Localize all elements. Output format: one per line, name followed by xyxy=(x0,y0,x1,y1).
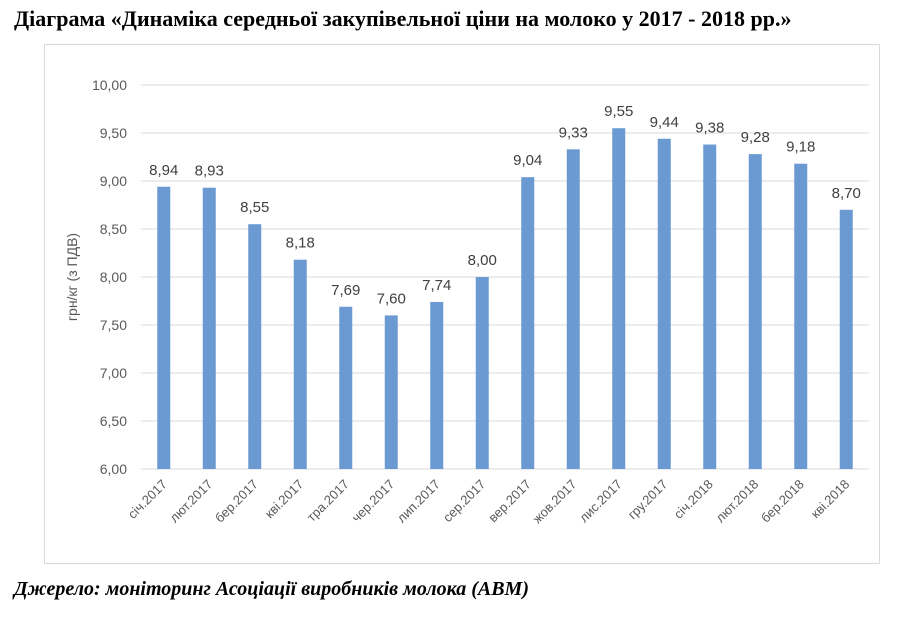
x-tick-label: лис.2017 xyxy=(576,477,625,526)
x-tick-label: січ.2017 xyxy=(125,477,170,522)
x-tick-label: бер.2017 xyxy=(212,477,261,526)
bar xyxy=(657,138,671,469)
y-tick-label: 9,50 xyxy=(100,125,127,141)
bar xyxy=(339,306,353,469)
page-title: Діаграма «Динаміка середньої закупівельн… xyxy=(14,6,792,31)
data-label: 8,00 xyxy=(468,252,497,269)
x-tick-label: лип.2017 xyxy=(394,477,443,526)
y-tick-label: 10,00 xyxy=(92,77,127,93)
y-tick-label: 8,00 xyxy=(100,269,127,285)
bar xyxy=(202,187,216,469)
bar xyxy=(566,149,580,469)
x-tick-label: жов.2017 xyxy=(530,477,580,527)
bar xyxy=(475,277,489,469)
data-label: 9,04 xyxy=(513,152,542,169)
x-tick-label: гру.2017 xyxy=(625,477,671,523)
bar xyxy=(794,163,808,469)
bar xyxy=(748,154,762,469)
x-tick-label: бер.2018 xyxy=(758,477,807,526)
x-tick-label: кві.2018 xyxy=(808,477,853,522)
y-tick-label: 6,50 xyxy=(100,413,127,429)
data-label: 9,33 xyxy=(559,124,588,141)
bar xyxy=(430,301,444,469)
y-tick-label: 7,00 xyxy=(100,365,127,381)
y-tick-label: 6,00 xyxy=(100,461,127,477)
x-tick-label: вер.2017 xyxy=(485,477,534,526)
x-tick-label: лют.2018 xyxy=(713,477,762,526)
y-axis-title: грн/кг (з ПДВ) xyxy=(64,233,80,321)
y-tick-label: 7,50 xyxy=(100,317,127,333)
bar xyxy=(703,144,717,469)
data-label: 7,60 xyxy=(377,290,406,307)
data-label: 8,93 xyxy=(195,163,224,180)
y-tick-label: 8,50 xyxy=(100,221,127,237)
data-label: 9,44 xyxy=(650,114,679,131)
bar xyxy=(521,177,535,469)
data-label: 9,18 xyxy=(786,139,815,156)
data-label: 7,69 xyxy=(331,282,360,299)
data-label: 7,74 xyxy=(422,277,451,294)
chart-frame: 6,00 6,50 7,00 7,50 8,00 8,50 9,00 9,50 10,00 грн… xyxy=(44,44,880,564)
data-label: 9,28 xyxy=(741,129,770,146)
x-tick-label: сер.2017 xyxy=(440,477,488,525)
bar xyxy=(293,259,307,469)
x-tick-label: січ.2018 xyxy=(671,477,716,522)
bar xyxy=(612,128,626,469)
bar xyxy=(384,315,398,469)
data-label: 8,94 xyxy=(149,162,178,179)
data-label: 8,70 xyxy=(832,185,861,202)
bar xyxy=(248,224,262,469)
data-label: 8,55 xyxy=(240,199,269,216)
x-tick-label: кві.2017 xyxy=(262,477,307,522)
bar-chart: 6,00 6,50 7,00 7,50 8,00 8,50 9,00 9,50 10,00 грн… xyxy=(64,77,869,527)
y-tick-label: 9,00 xyxy=(100,173,127,189)
data-label: 8,18 xyxy=(286,235,315,252)
bar xyxy=(839,209,853,470)
x-tick-label: тра.2017 xyxy=(304,477,352,525)
x-tick-label: чер.2017 xyxy=(349,477,398,526)
data-label: 9,55 xyxy=(604,103,633,120)
source-note: Джерело: моніторинг Асоціації виробників… xyxy=(14,578,529,600)
bar xyxy=(157,186,171,469)
data-label: 9,38 xyxy=(695,120,724,137)
x-tick-label: лют.2017 xyxy=(167,477,216,526)
